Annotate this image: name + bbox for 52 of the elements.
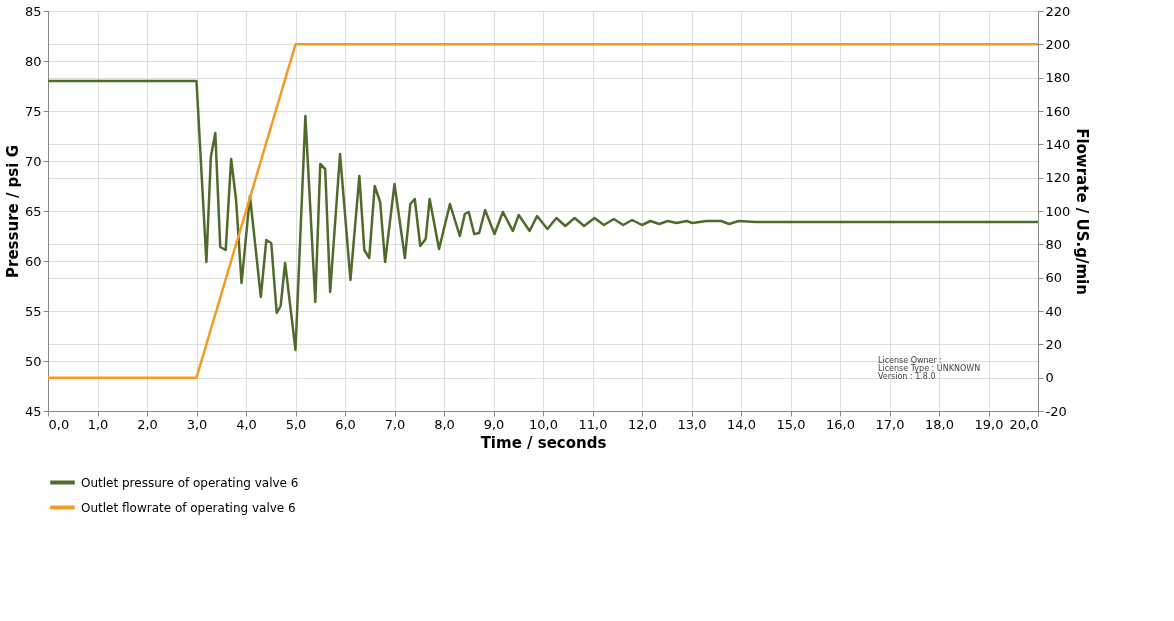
legend-label: Outlet flowrate of operating valve 6 [81,500,296,515]
y-tick-label: 75 [24,103,42,119]
y2-tick-label: -20 [1045,403,1067,419]
y2-tick-label: 220 [1045,3,1071,19]
y2-tick-label: 140 [1045,136,1071,152]
x-tick-label: 0,0 [48,416,70,432]
y-axis-title: Pressure / psi G [3,145,22,278]
x-tick-label: 1,0 [87,416,109,432]
y2-axis-title: Flowrate / US.g/min [1073,128,1092,295]
legend-label: Outlet pressure of operating valve 6 [81,475,299,490]
x-tick-label: 14,0 [727,416,756,432]
y2-tick-label: 200 [1045,36,1071,52]
x-tick-label: 16,0 [826,416,855,432]
x-axis-title: Time / seconds [480,433,607,452]
y-tick-label: 85 [24,3,42,19]
x-tick-label: 15,0 [776,416,806,432]
x-tick-label: 5,0 [285,416,307,432]
x-tick-label: 10,0 [529,416,558,432]
x-tick-label: 17,0 [875,416,905,432]
y2-tick-label: 120 [1045,170,1071,186]
y-tick-label: 50 [24,353,42,369]
y2-tick-label: 0 [1045,370,1054,386]
x-tick-label: 8,0 [434,416,455,432]
y2-tick-label: 100 [1045,203,1071,219]
x-tick-label: 4,0 [236,416,257,432]
annotation: License Owner : [878,356,943,365]
y-tick-label: 60 [24,253,42,269]
y-tick-label: 65 [24,203,42,219]
y2-tick-label: 180 [1045,70,1071,86]
x-tick-label: 2,0 [137,416,158,432]
x-tick-label: 11,0 [578,416,608,432]
x-tick-label: 13,0 [677,416,707,432]
x-tick-label: 6,0 [335,416,356,432]
annotation: Version : 1.8.0 [878,372,936,381]
y2-tick-label: 20 [1045,336,1063,352]
y-tick-label: 70 [24,153,42,169]
x-tick-label: 18,0 [925,416,954,432]
x-tick-label: 12,0 [628,416,657,432]
x-tick-label: 7,0 [384,416,406,432]
x-tick-label: 20,0 [1009,416,1039,432]
y2-tick-label: 40 [1045,303,1063,319]
y-tick-label: 80 [24,53,42,69]
y2-tick-label: 160 [1045,103,1071,119]
y-tick-label: 55 [24,303,42,319]
line-series [46,79,1040,352]
x-tick-label: 3,0 [186,416,208,432]
annotation: License Type : UNKNOWN [878,364,981,373]
y2-tick-label: 60 [1045,270,1063,286]
x-tick-label: 19,0 [974,416,1004,432]
x-tick-label: 9,0 [483,416,505,432]
y2-tick-label: 80 [1045,236,1063,252]
y-tick-label: 45 [24,403,42,419]
